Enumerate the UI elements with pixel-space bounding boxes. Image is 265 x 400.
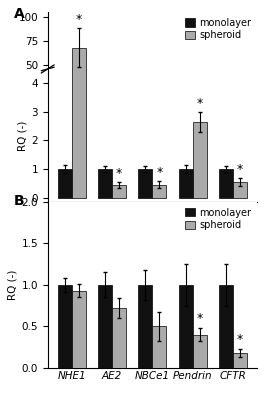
Bar <box>179 169 193 198</box>
Bar <box>179 112 193 113</box>
Bar <box>193 111 207 113</box>
Text: *: * <box>237 162 243 176</box>
Bar <box>152 326 166 368</box>
Legend: monolayer, spheroid: monolayer, spheroid <box>184 17 252 41</box>
Bar <box>58 112 72 113</box>
Bar <box>72 48 86 113</box>
Bar <box>138 112 152 113</box>
Bar <box>219 169 233 198</box>
Bar <box>72 0 86 198</box>
Bar <box>112 308 126 368</box>
Bar <box>193 335 207 368</box>
Bar <box>233 353 247 368</box>
Text: *: * <box>116 167 122 180</box>
Text: *: * <box>197 312 203 325</box>
Text: A: A <box>14 8 25 22</box>
Bar <box>138 285 152 368</box>
Bar <box>98 285 112 368</box>
Bar <box>219 285 233 368</box>
Bar <box>112 185 126 198</box>
Text: *: * <box>76 13 82 26</box>
Text: *: * <box>197 97 203 110</box>
Bar <box>152 185 166 198</box>
Bar <box>72 291 86 368</box>
Bar <box>98 169 112 198</box>
Text: B: B <box>14 194 25 208</box>
Bar <box>233 182 247 198</box>
Bar <box>58 169 72 198</box>
Y-axis label: RQ (-): RQ (-) <box>7 270 17 300</box>
Bar <box>219 112 233 113</box>
Bar <box>58 285 72 368</box>
Bar <box>179 285 193 368</box>
Text: *: * <box>156 166 162 179</box>
Legend: monolayer, spheroid: monolayer, spheroid <box>184 207 252 231</box>
Bar <box>98 112 112 113</box>
Bar <box>193 122 207 198</box>
Text: *: * <box>237 332 243 346</box>
Bar <box>138 169 152 198</box>
Y-axis label: RQ (-): RQ (-) <box>17 120 27 151</box>
